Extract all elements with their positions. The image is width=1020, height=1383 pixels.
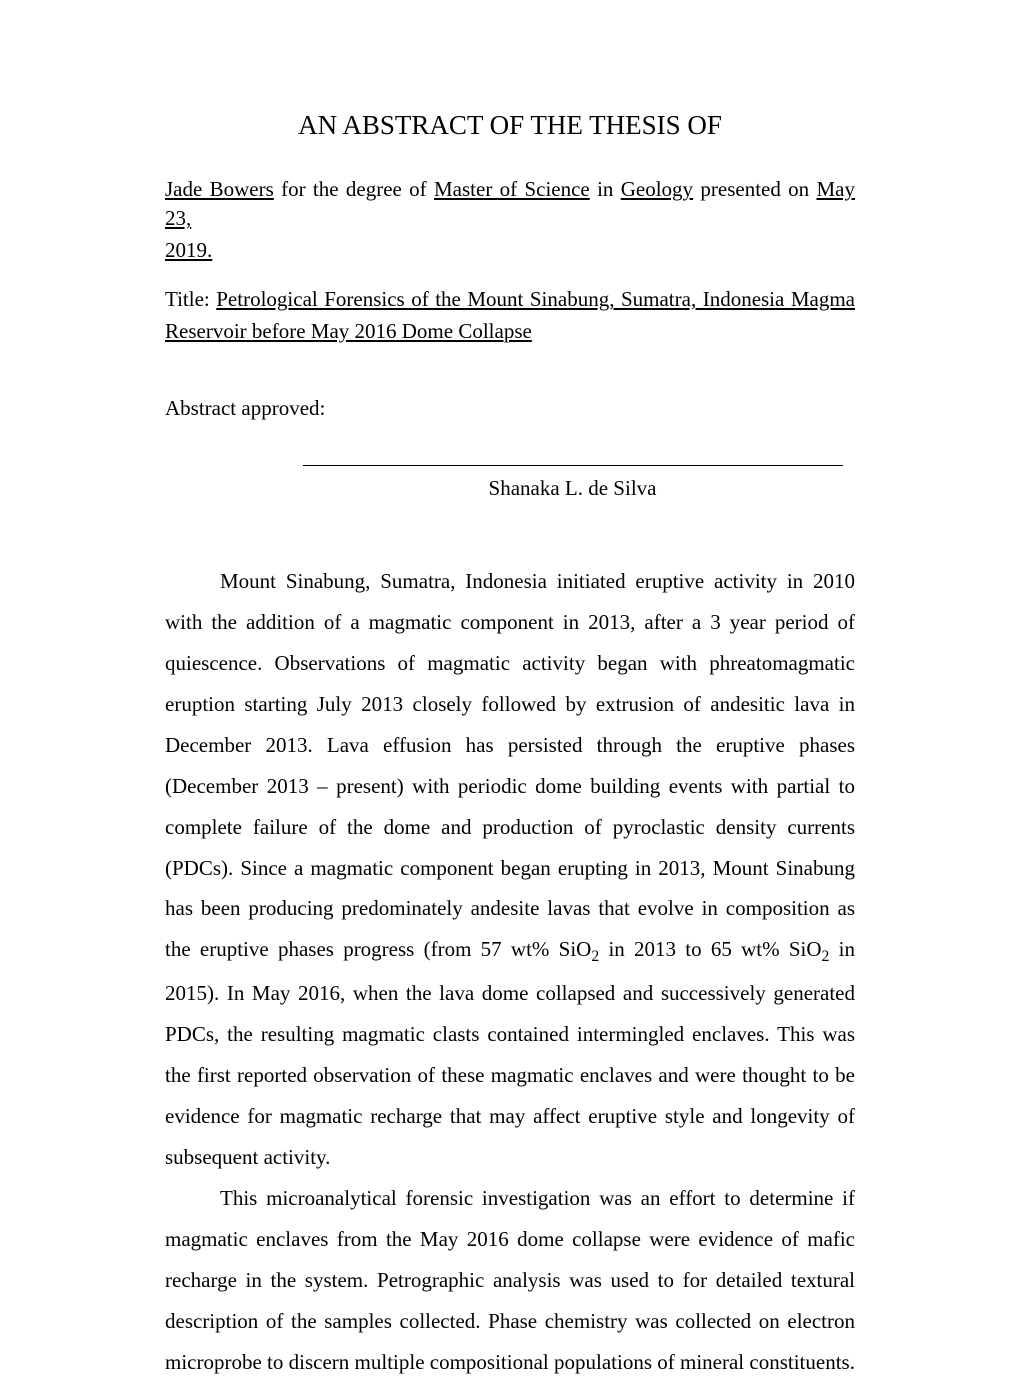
- abstract-paragraph-2: This microanalytical forensic investigat…: [165, 1178, 855, 1383]
- thesis-title-line-1: Title: Petrological Forensics of the Mou…: [165, 285, 855, 314]
- abstract-approved-label: Abstract approved:: [165, 396, 855, 421]
- abstract-paragraph-1: Mount Sinabung, Sumatra, Indonesia initi…: [165, 561, 855, 1178]
- author-degree-line-1: Jade Bowers for the degree of Master of …: [165, 175, 855, 234]
- abstract-body: Mount Sinabung, Sumatra, Indonesia initi…: [165, 561, 855, 1383]
- author-degree-line-2: 2019.: [165, 236, 855, 265]
- section-title: AN ABSTRACT OF THE THESIS OF: [165, 110, 855, 141]
- advisor-name: Shanaka L. de Silva: [290, 476, 855, 501]
- signature-rule: [303, 465, 843, 466]
- signature-line: [165, 453, 855, 471]
- thesis-title-line-2: Reservoir before May 2016 Dome Collapse: [165, 317, 855, 346]
